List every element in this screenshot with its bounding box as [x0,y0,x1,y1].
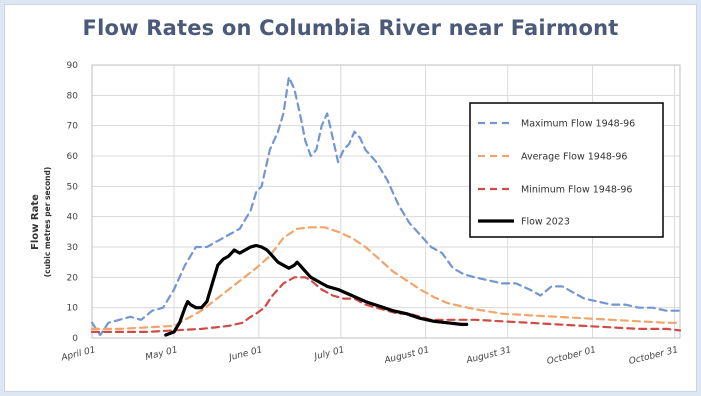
x-tick-label: April 01 [59,345,96,363]
x-axis: April 01 May 01 June 01 July 01 August 01 Aug… [59,345,679,367]
series-line-flow-2023 [164,243,469,337]
y-axis: 0 10 20 30 40 50 60 70 80 90 [67,61,79,344]
x-tick-label: July 01 [312,345,346,363]
y-axis-sublabel: (cubic metres per second) [43,167,52,278]
x-tick-label: October 31 [628,345,679,367]
y-tick-label: 30 [67,243,79,253]
x-tick-label: August 31 [465,345,513,366]
legend-label: Flow 2023 [521,217,570,228]
y-tick-label: 0 [72,334,78,344]
series-lines [90,76,682,337]
legend-label: Maximum Flow 1948-96 [521,119,635,130]
chart-title: Flow Rates on Columbia River near Fairmo… [82,16,619,40]
y-tick-label: 60 [67,152,79,162]
x-tick-label: May 01 [144,345,178,363]
legend-label: Average Flow 1948-96 [521,152,627,163]
series-line-maximum-flow-1948-96 [90,76,682,337]
y-tick-label: 20 [67,273,79,283]
legend: Maximum Flow 1948-96 Average Flow 1948-96… [469,102,664,238]
series-line-average-flow-1948-96 [90,226,682,330]
legend-box [469,102,664,238]
plot-area-border [91,64,681,339]
legend-label: Minimum Flow 1948-96 [521,185,632,196]
y-tick-label: 10 [67,304,79,314]
y-tick-label: 80 [67,91,79,101]
y-tick-label: 50 [67,182,79,192]
y-axis-label: Flow Rate [30,194,41,250]
y-tick-label: 70 [67,122,79,132]
x-tick-label: June 01 [226,345,263,363]
x-tick-label: August 01 [383,345,431,366]
series-line-minimum-flow-1948-96 [90,276,682,333]
x-tick-label: October 01 [546,345,597,367]
y-tick-label: 90 [67,61,79,71]
y-tick-label: 40 [67,213,79,223]
